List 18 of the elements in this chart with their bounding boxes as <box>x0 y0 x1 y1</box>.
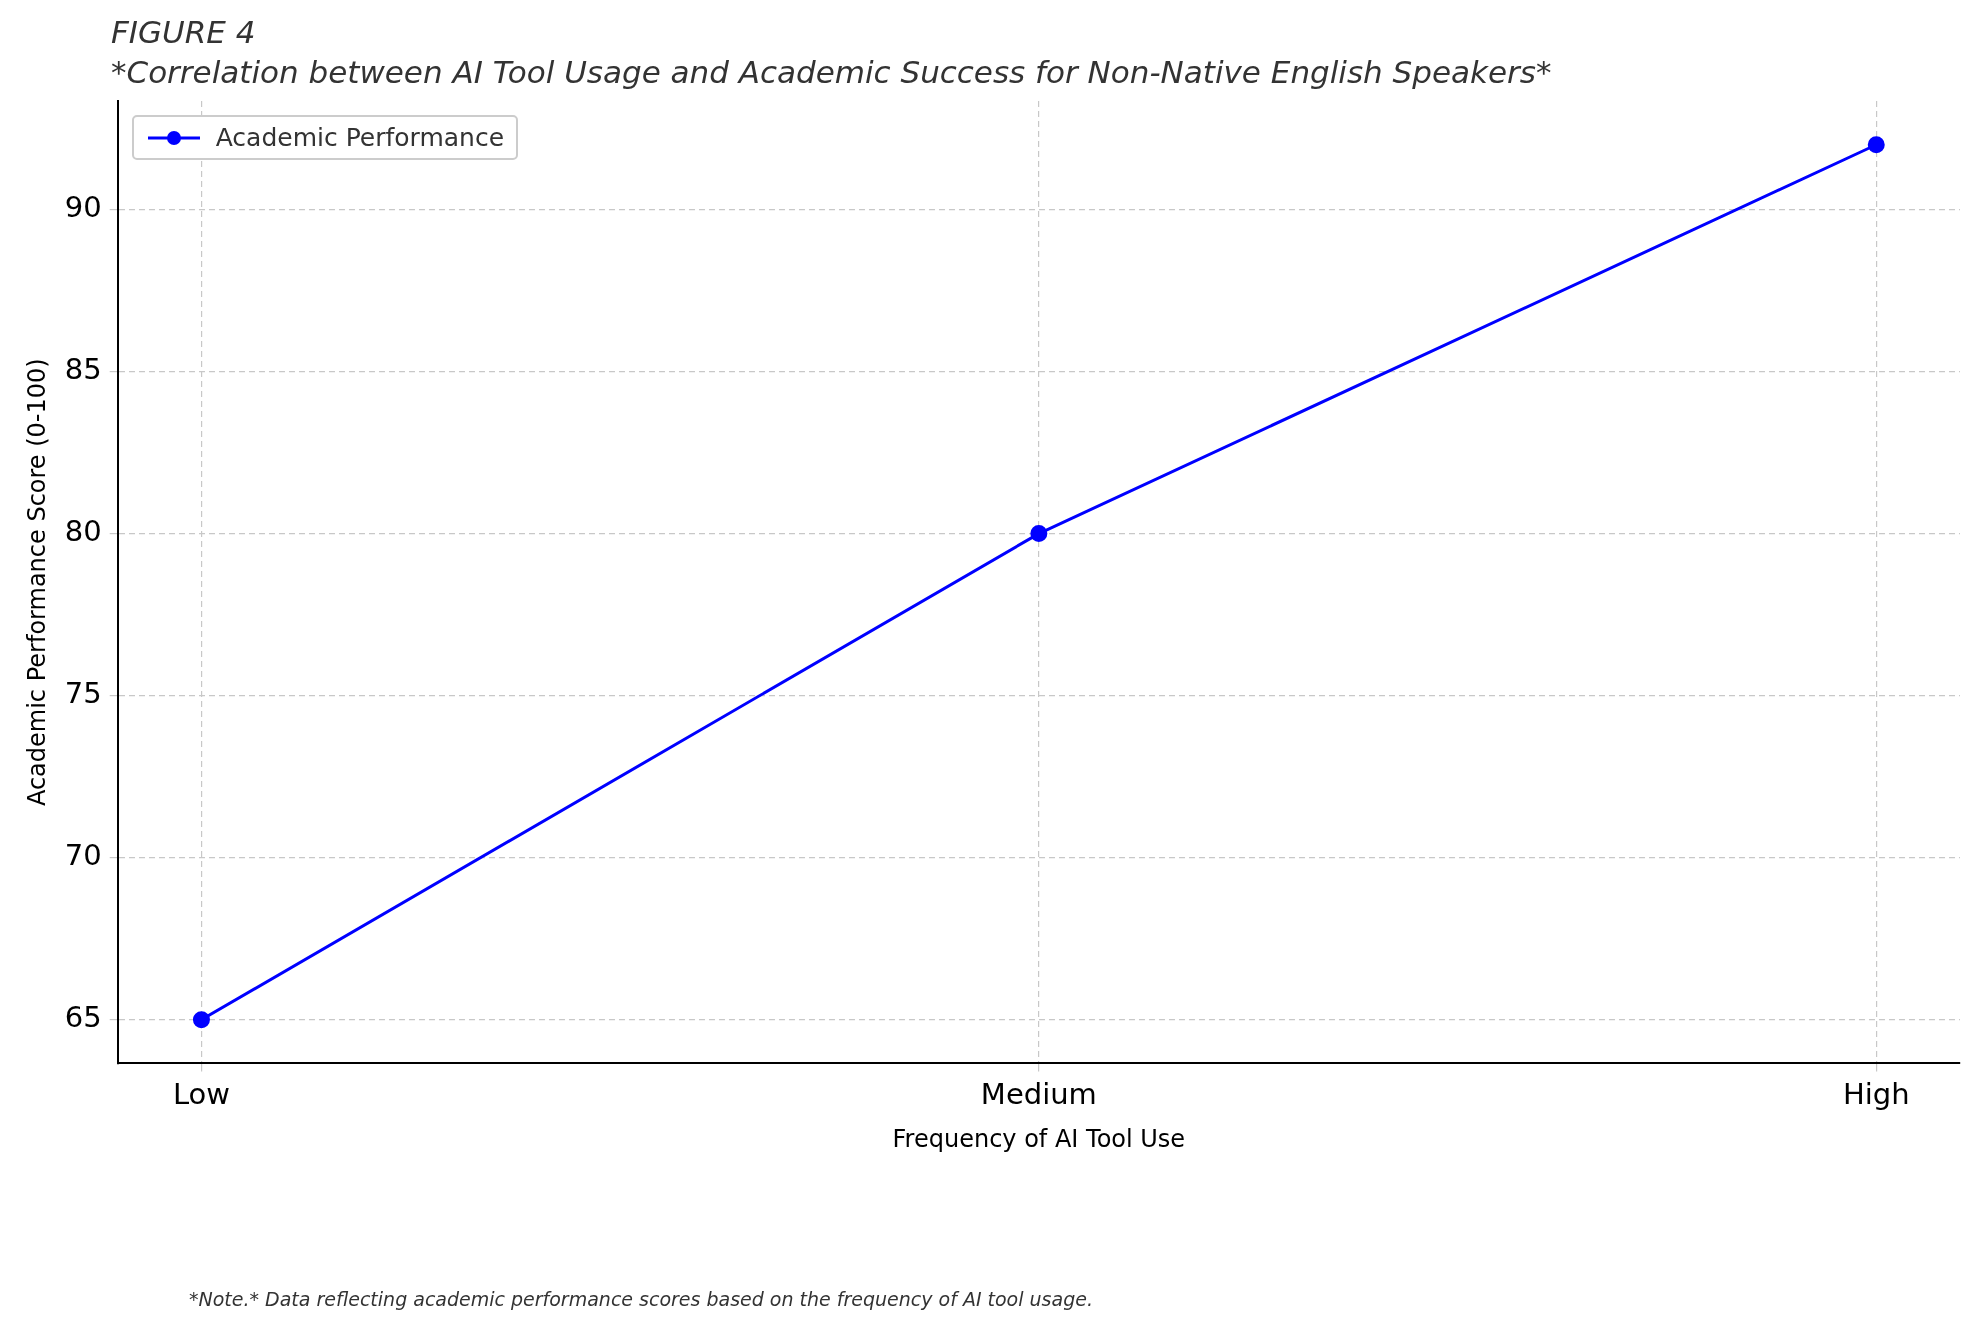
x-axis-title: Frequency of AI Tool Use <box>892 1124 1186 1153</box>
y-tick-label: 75 <box>64 676 102 711</box>
y-tick-label: 90 <box>64 190 102 225</box>
point <box>1030 525 1048 543</box>
x-tick-label: Low <box>172 1077 230 1112</box>
chart-title: FIGURE 4 <box>111 14 256 50</box>
text: *Note.* Data reflecting academic performance scores based on the frequency of AI tool usage. <box>189 1288 1093 1310</box>
y-tick-label: 65 <box>64 1000 102 1035</box>
point <box>1867 136 1885 154</box>
y-tick-label: 85 <box>64 352 102 387</box>
x-tick-label: High <box>1842 1077 1910 1112</box>
chart-subtitle: *Correlation between AI Tool Usage and Academic Success for Non-Native English Speakers* <box>111 54 1552 90</box>
y-tick-label: 70 <box>64 838 102 873</box>
y-axis-title: Academic Performance Score (0-100) <box>22 358 51 807</box>
point <box>192 1011 210 1029</box>
legend-label: Academic Performance <box>215 123 505 152</box>
x-tick-label: Medium <box>980 1077 1097 1112</box>
y-tick-label: 80 <box>64 514 102 549</box>
